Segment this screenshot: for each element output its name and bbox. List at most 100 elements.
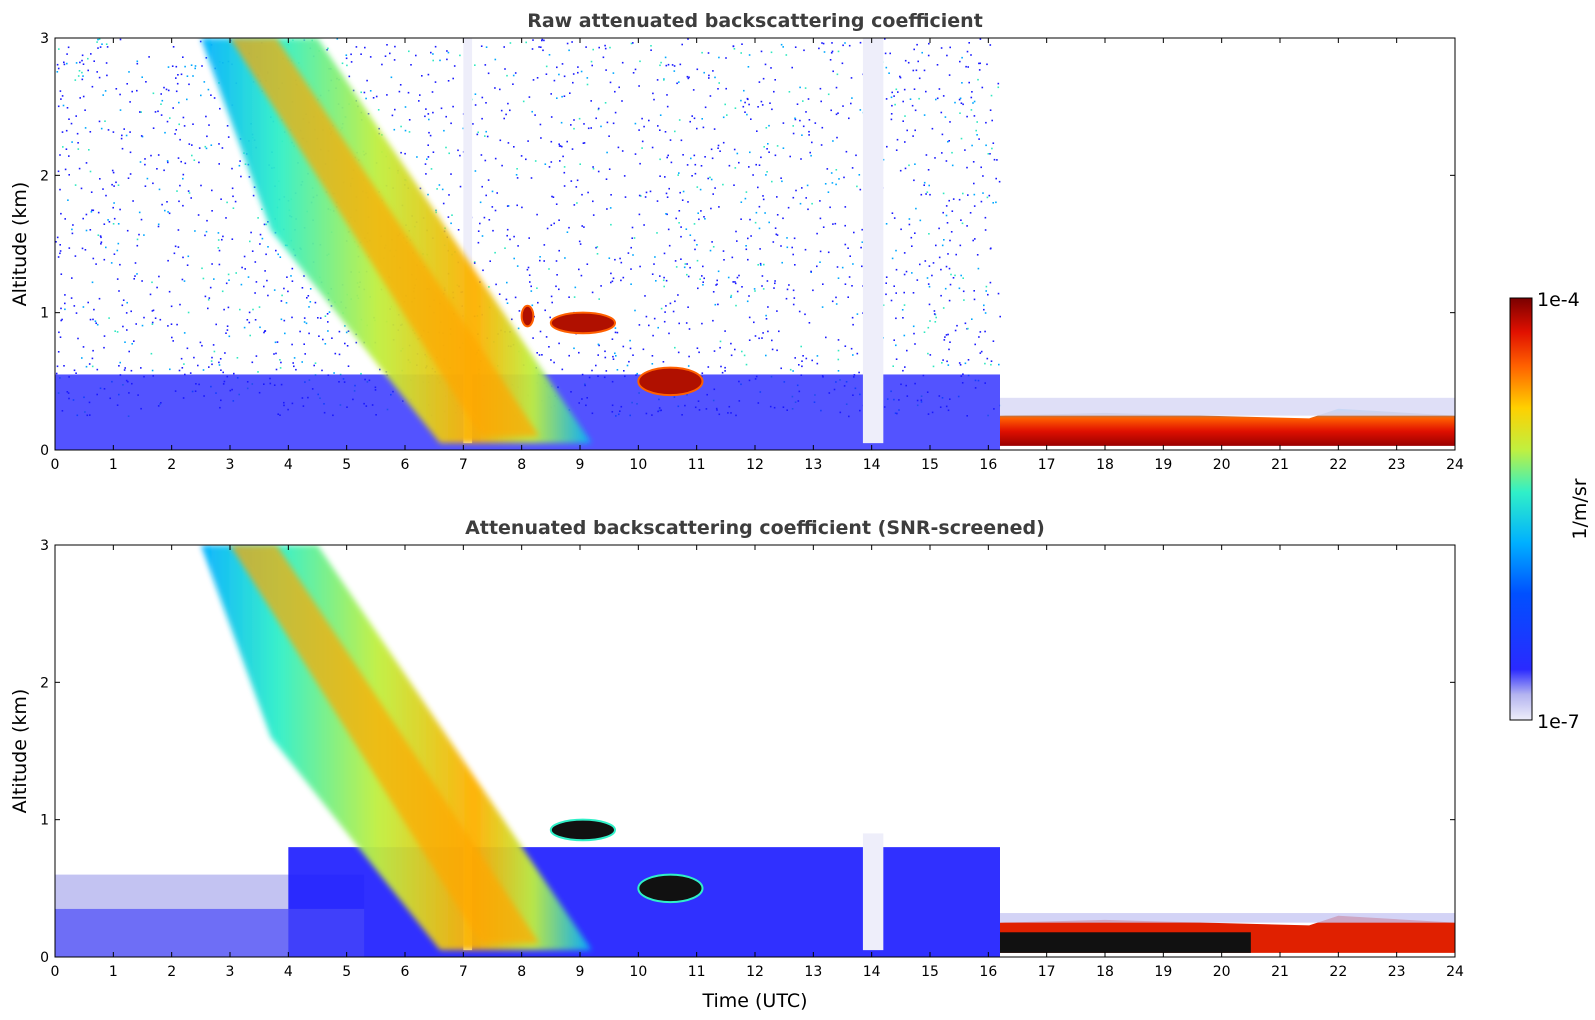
- noise-point: [912, 69, 915, 72]
- noise-point: [858, 174, 861, 176]
- noise-point: [826, 168, 829, 170]
- noise-point: [734, 281, 736, 283]
- noise-point: [219, 358, 222, 360]
- noise-point: [927, 169, 930, 171]
- noise-point: [102, 188, 104, 190]
- noise-point: [350, 53, 352, 56]
- noise-point: [407, 91, 410, 94]
- noise-point: [61, 131, 64, 133]
- noise-point: [984, 330, 986, 333]
- y-tick-label: 3: [40, 31, 49, 47]
- noise-point: [885, 282, 887, 284]
- noise-point: [943, 239, 945, 241]
- noise-point: [913, 88, 916, 90]
- noise-point: [648, 119, 650, 122]
- noise-point: [480, 154, 483, 156]
- noise-point: [676, 82, 678, 85]
- noise-point: [550, 140, 553, 143]
- noise-point: [481, 235, 484, 237]
- noise-point: [384, 55, 387, 57]
- noise-point: [139, 111, 141, 113]
- noise-point: [126, 83, 128, 85]
- noise-point: [725, 87, 727, 90]
- noise-point: [84, 127, 87, 129]
- noise-point: [499, 88, 501, 91]
- noise-point: [944, 336, 946, 338]
- noise-point: [408, 131, 411, 133]
- noise-point: [175, 77, 177, 79]
- noise-point: [810, 154, 812, 157]
- noise-point: [838, 178, 840, 180]
- noise-point: [914, 163, 916, 165]
- noise-point: [743, 354, 746, 357]
- noise-point: [259, 243, 261, 245]
- noise-point: [128, 71, 130, 73]
- noise-point: [987, 153, 990, 155]
- noise-point: [96, 323, 99, 326]
- noise-point: [733, 48, 736, 50]
- noise-point: [324, 343, 327, 345]
- noise-point: [174, 133, 176, 135]
- noise-point: [708, 77, 710, 79]
- noise-point: [765, 318, 768, 320]
- noise-point: [966, 225, 968, 227]
- noise-point: [622, 276, 625, 279]
- noise-point: [642, 348, 645, 351]
- noise-point: [630, 42, 633, 45]
- noise-point: [899, 169, 902, 172]
- noise-point: [718, 56, 720, 59]
- noise-point: [719, 346, 721, 349]
- noise-point: [328, 311, 331, 313]
- noise-point: [893, 339, 895, 341]
- noise-point: [503, 117, 505, 120]
- noise-point: [964, 322, 967, 325]
- noise-point: [434, 81, 437, 83]
- noise-point: [989, 44, 992, 46]
- noise-point: [835, 303, 838, 305]
- noise-point: [76, 132, 79, 135]
- noise-point: [592, 48, 594, 51]
- noise-point: [892, 365, 894, 367]
- noise-point: [592, 214, 595, 216]
- noise-point: [246, 319, 249, 321]
- noise-point: [404, 106, 407, 108]
- noise-point: [812, 289, 814, 292]
- noise-point: [971, 144, 973, 147]
- noise-point: [627, 252, 630, 254]
- noise-point: [213, 278, 215, 280]
- noise-point: [81, 54, 84, 57]
- noise-point: [378, 127, 380, 130]
- noise-point: [766, 280, 769, 282]
- noise-point: [443, 129, 445, 132]
- x-tick-label: 5: [342, 964, 351, 980]
- noise-point: [484, 64, 487, 66]
- noise-point: [90, 211, 93, 213]
- noise-point: [79, 61, 81, 64]
- noise-point: [238, 164, 241, 167]
- noise-point: [516, 168, 518, 170]
- noise-point: [597, 343, 600, 346]
- noise-point: [774, 280, 776, 282]
- noise-point: [70, 297, 73, 299]
- noise-point: [959, 364, 962, 366]
- noise-point: [940, 47, 943, 49]
- noise-point: [432, 111, 434, 114]
- noise-point: [538, 354, 541, 356]
- noise-point: [714, 187, 716, 189]
- noise-point: [68, 155, 70, 157]
- noise-point: [896, 138, 899, 141]
- noise-point: [712, 193, 714, 195]
- noise-point: [441, 188, 444, 191]
- noise-point: [923, 331, 926, 333]
- noise-point: [67, 199, 69, 201]
- noise-point: [180, 160, 182, 163]
- noise-point: [259, 326, 261, 329]
- noise-point: [973, 115, 976, 117]
- noise-point: [749, 151, 751, 154]
- noise-point: [827, 191, 830, 193]
- noise-point: [416, 156, 418, 158]
- noise-point: [85, 229, 88, 232]
- noise-point: [984, 362, 986, 365]
- noise-point: [63, 61, 65, 64]
- noise-point: [577, 66, 579, 68]
